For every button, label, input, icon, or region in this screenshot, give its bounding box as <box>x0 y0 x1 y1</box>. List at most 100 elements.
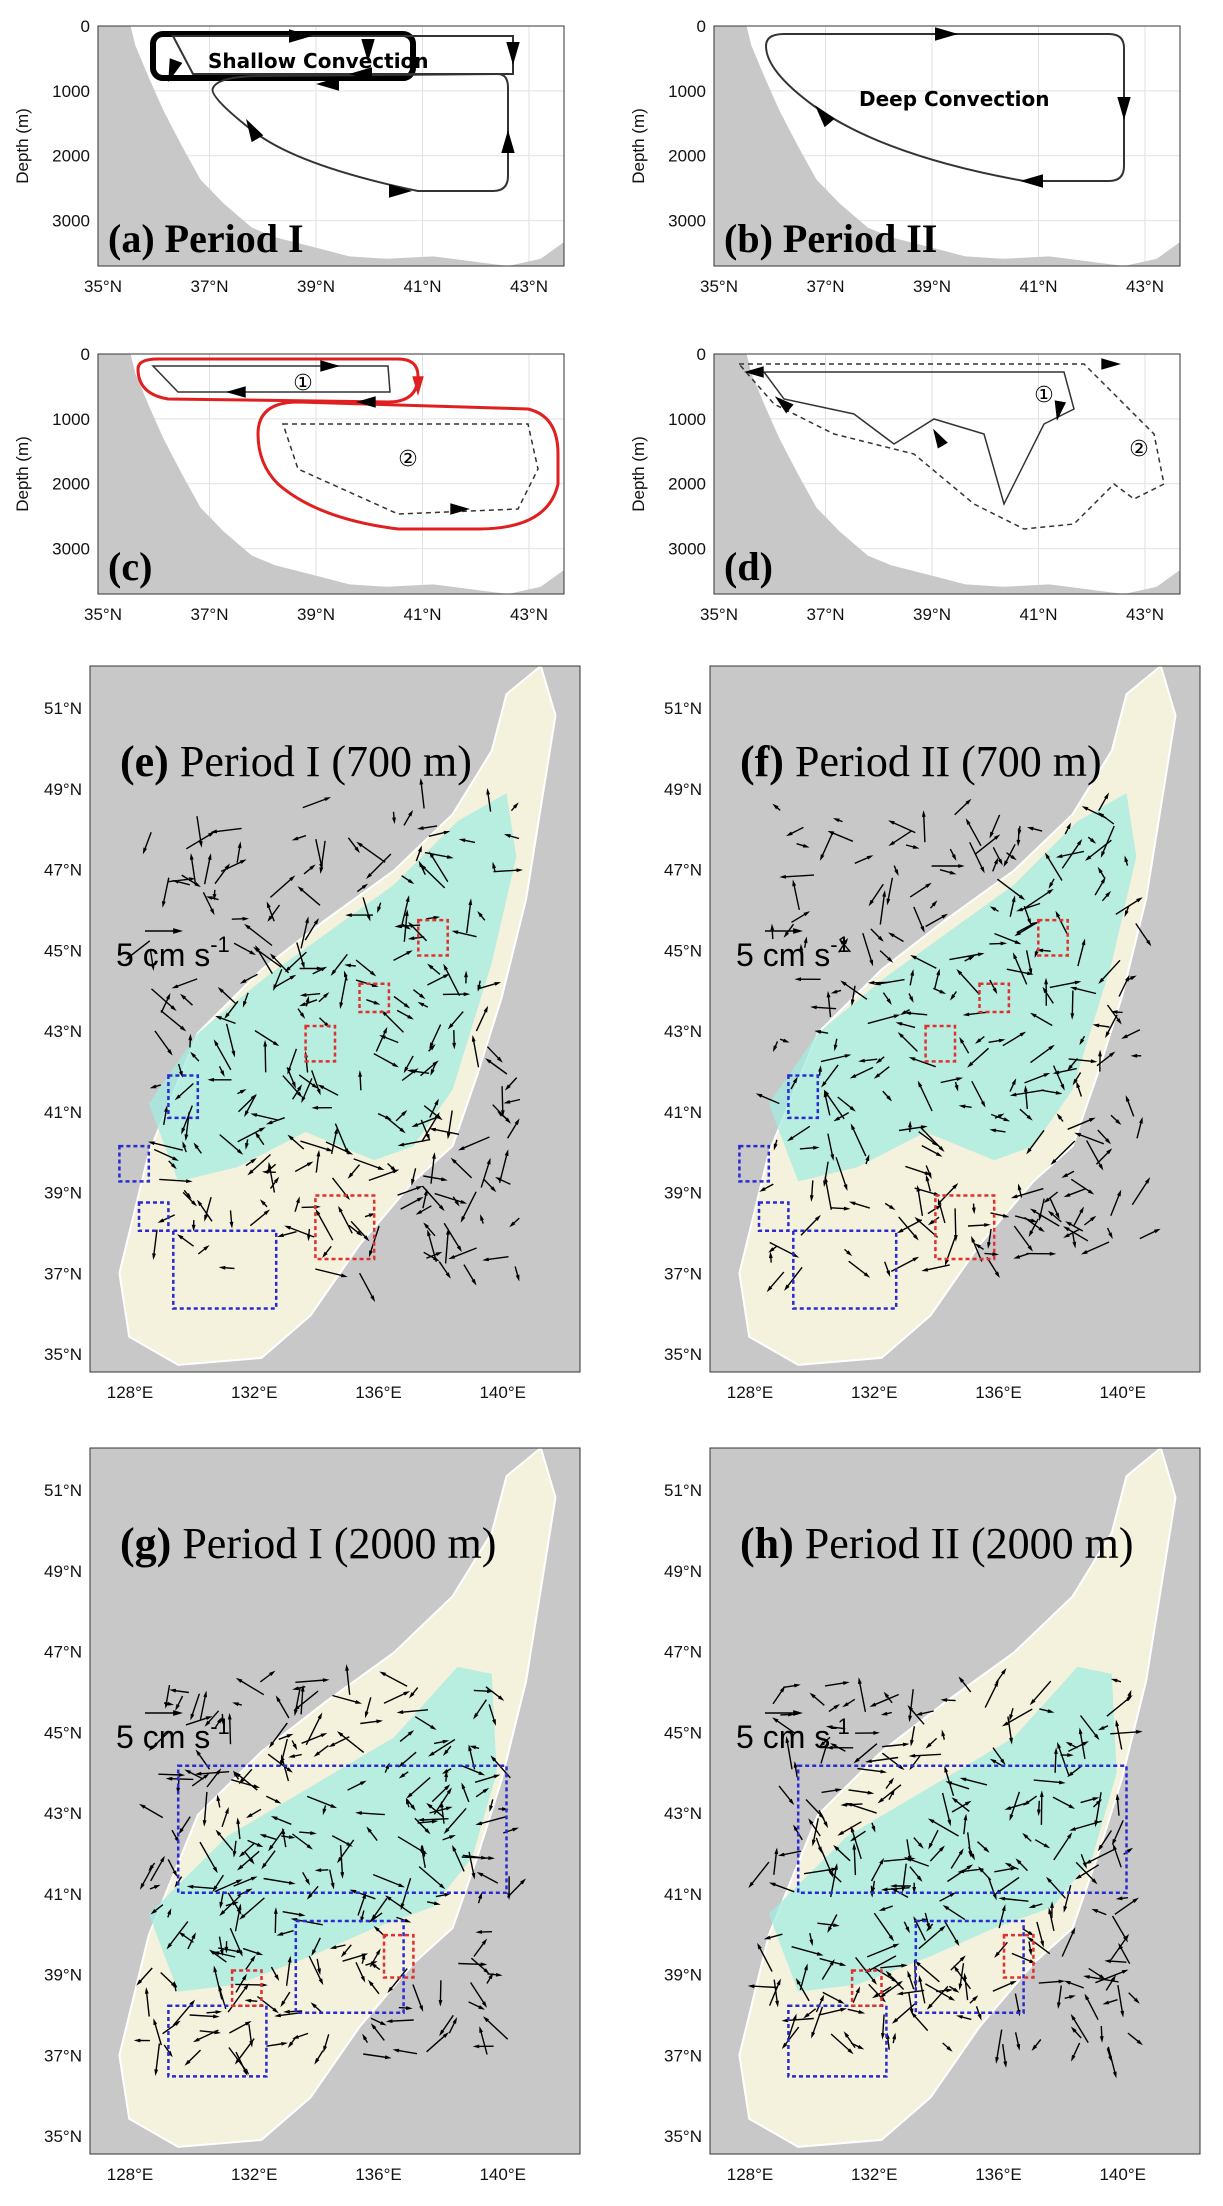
velocity-vectors <box>125 777 524 1302</box>
flow-arrowhead <box>920 925 925 933</box>
flow-arrowhead <box>1044 977 1049 985</box>
flow-arrowhead <box>371 983 379 987</box>
flow-arrowhead <box>458 838 466 843</box>
lat-tick-label: 35°N <box>44 2127 82 2146</box>
flow-arrowhead <box>212 1866 218 1874</box>
flow-arrowhead <box>1014 931 1021 937</box>
velocity-vector <box>963 1817 967 1835</box>
velocity-vector <box>237 1128 263 1143</box>
panel-subtitle: Period II (700 m) <box>784 737 1102 786</box>
flow-arrowhead <box>998 1038 1006 1043</box>
velocity-vector <box>410 924 428 942</box>
flow-arrowhead <box>356 1230 363 1237</box>
velocity-vector <box>153 2021 162 2046</box>
flow-arrowhead <box>347 1172 354 1179</box>
flow-arrowhead <box>1139 1116 1143 1124</box>
velocity-vector <box>479 1873 499 1884</box>
flow-arrowhead <box>512 802 519 809</box>
flow-arrowhead <box>292 1743 298 1751</box>
flow-arrowhead <box>1130 1053 1138 1058</box>
flow-arrowhead <box>871 1825 876 1833</box>
velocity-vector <box>1119 1945 1131 1965</box>
flow-arrowhead <box>858 2009 866 2014</box>
lat-tick-label: 51°N <box>44 1481 82 1500</box>
flow-arrowhead <box>361 39 375 62</box>
lon-tick-label: 140°E <box>1099 2165 1146 2184</box>
velocity-vector <box>900 1034 918 1052</box>
flow-arrowhead <box>468 1744 473 1752</box>
flow-arrowhead <box>833 1844 840 1851</box>
velocity-vector <box>393 995 408 1007</box>
velocity-vector <box>185 1716 209 1726</box>
velocity-vector <box>1073 1209 1083 1226</box>
flow-arrowhead <box>373 1000 381 1005</box>
flow-arrowhead <box>815 105 835 128</box>
flow-arrowhead <box>219 1910 226 1917</box>
flow-arrowhead <box>346 1841 353 1847</box>
velocity-vector <box>221 1810 229 1828</box>
velocity-vector <box>775 1719 796 1735</box>
flow-arrowhead <box>850 999 855 1007</box>
flow-arrowhead <box>1038 1214 1043 1221</box>
flow-arrowhead <box>1076 839 1083 846</box>
velocity-vector <box>160 1971 175 1986</box>
flow-arrowhead <box>193 1142 199 1149</box>
flow-arrowhead <box>233 1770 239 1777</box>
flow-arrowhead <box>839 938 845 945</box>
flow-arrowhead <box>840 980 847 986</box>
velocity-vector <box>810 1180 814 1198</box>
velocity-vector <box>180 1816 191 1832</box>
flow-arrowhead <box>833 1863 838 1870</box>
flow-arrowhead <box>153 2018 158 2026</box>
flow-arrowhead <box>1081 938 1086 946</box>
flow-arrowhead <box>1091 1908 1099 1913</box>
flow-arrowhead <box>1108 1232 1113 1240</box>
flow-arrowhead <box>269 953 276 960</box>
velocity-vector <box>372 1897 388 1919</box>
velocity-vector <box>984 1683 998 1708</box>
flow-arrowhead <box>446 1132 451 1140</box>
flow-arrowhead <box>1048 882 1054 889</box>
flow-arrowhead <box>842 1681 850 1685</box>
velocity-vector <box>325 1141 350 1154</box>
x-tick-label: 41°N <box>1020 277 1058 296</box>
flow-arrowhead <box>212 1885 218 1893</box>
flow-arrowhead <box>823 1180 827 1188</box>
velocity-vector <box>1114 1899 1136 1915</box>
y-tick-label: 1000 <box>52 410 90 429</box>
flow-arrowhead <box>908 1057 916 1062</box>
flow-arrowhead <box>136 1979 143 1986</box>
blue-region-box <box>172 1229 278 1310</box>
flow-arrowhead <box>823 1741 828 1749</box>
flow-arrowhead <box>1084 1859 1092 1865</box>
flow-arrowhead <box>1068 1804 1076 1809</box>
velocity-vector <box>1052 1065 1064 1088</box>
flow-arrowhead <box>1120 2010 1125 2018</box>
flow-arrowhead <box>444 1784 451 1791</box>
loop-1-marker: ① <box>1034 383 1054 408</box>
velocity-vector <box>248 2024 253 2044</box>
flow-arrowhead <box>840 2008 847 2012</box>
velocity-vector <box>1019 902 1041 911</box>
velocity-vector <box>241 1897 265 1918</box>
velocity-vector <box>906 1839 911 1859</box>
velocity-vector <box>925 1264 950 1271</box>
flow-arrowhead <box>958 1983 963 1991</box>
flow-arrowhead <box>336 1731 344 1737</box>
flow-arrowhead <box>1028 1948 1033 1956</box>
flow-arrowhead <box>448 1254 456 1260</box>
velocity-vector <box>443 1222 461 1249</box>
flow-arrowhead <box>949 870 957 875</box>
velocity-vector <box>854 856 870 864</box>
flow-arrowhead <box>492 861 497 869</box>
flow-arrowhead <box>1018 894 1026 901</box>
flow-arrowhead <box>1069 1826 1076 1831</box>
flow-arrowhead <box>965 798 972 805</box>
velocity-vector <box>856 1743 878 1762</box>
velocity-vector <box>1033 1779 1062 1784</box>
lon-tick-label: 136°E <box>975 2165 1022 2184</box>
flow-arrowhead <box>910 955 917 960</box>
velocity-vector <box>862 932 873 963</box>
current-shading <box>768 1666 1117 1992</box>
current-shading <box>148 1666 497 1992</box>
